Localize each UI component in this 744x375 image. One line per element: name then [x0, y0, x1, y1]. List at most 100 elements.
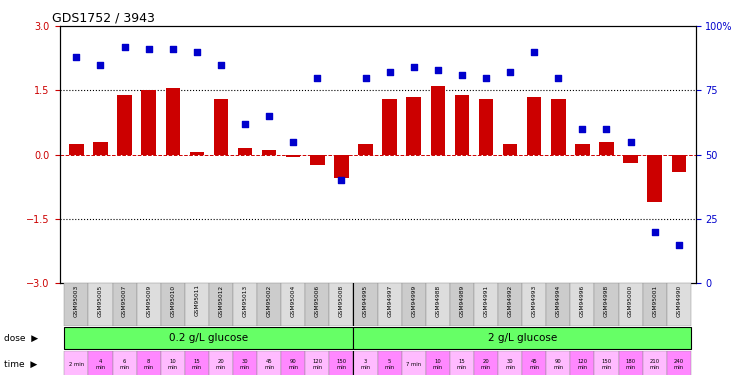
- Bar: [406, 97, 421, 154]
- Bar: [522, 283, 546, 326]
- Text: 30
min: 30 min: [505, 359, 515, 370]
- Bar: [647, 154, 662, 202]
- Text: 2 min: 2 min: [69, 362, 84, 367]
- Text: 210
min: 210 min: [650, 359, 660, 370]
- Bar: [522, 351, 546, 375]
- Bar: [546, 283, 571, 326]
- Text: GSM94994: GSM94994: [556, 284, 561, 316]
- Bar: [450, 351, 474, 375]
- Text: 20
min: 20 min: [216, 359, 226, 370]
- Bar: [214, 99, 228, 154]
- Bar: [281, 351, 305, 375]
- Bar: [185, 351, 209, 375]
- Bar: [112, 283, 137, 326]
- Bar: [571, 351, 594, 375]
- Bar: [503, 144, 517, 154]
- Text: GSM94995: GSM94995: [363, 284, 368, 316]
- Point: [336, 177, 347, 183]
- Point: [71, 54, 83, 60]
- Point: [480, 75, 492, 81]
- Bar: [137, 351, 161, 375]
- Bar: [262, 150, 276, 154]
- Bar: [402, 351, 426, 375]
- Text: 90
min: 90 min: [554, 359, 563, 370]
- Bar: [166, 88, 180, 154]
- Bar: [305, 283, 330, 326]
- Bar: [571, 283, 594, 326]
- Bar: [667, 283, 691, 326]
- Text: 45
min: 45 min: [529, 359, 539, 370]
- Bar: [64, 283, 89, 326]
- Bar: [353, 327, 691, 350]
- Point: [143, 46, 155, 53]
- Bar: [378, 283, 402, 326]
- Point: [384, 69, 396, 75]
- Text: GSM95013: GSM95013: [243, 284, 248, 316]
- Text: GSM95010: GSM95010: [170, 284, 176, 316]
- Text: 15
min: 15 min: [457, 359, 467, 370]
- Point: [600, 126, 612, 132]
- Bar: [353, 351, 378, 375]
- Bar: [330, 351, 353, 375]
- Bar: [257, 283, 281, 326]
- Text: GSM95011: GSM95011: [194, 284, 199, 316]
- Text: GSM94993: GSM94993: [532, 284, 536, 316]
- Point: [528, 49, 540, 55]
- Text: 90
min: 90 min: [288, 359, 298, 370]
- Text: GDS1752 / 3943: GDS1752 / 3943: [52, 11, 155, 24]
- Text: GSM95007: GSM95007: [122, 284, 127, 316]
- Point: [456, 72, 468, 78]
- Bar: [310, 154, 324, 165]
- Text: GSM94991: GSM94991: [484, 284, 489, 316]
- Bar: [378, 351, 402, 375]
- Point: [118, 44, 130, 50]
- Text: dose  ▶: dose ▶: [4, 334, 38, 343]
- Bar: [257, 351, 281, 375]
- Bar: [402, 283, 426, 326]
- Bar: [382, 99, 397, 154]
- Bar: [618, 283, 643, 326]
- Point: [649, 229, 661, 235]
- Point: [287, 139, 299, 145]
- Bar: [450, 283, 474, 326]
- Bar: [546, 351, 571, 375]
- Text: 2 g/L glucose: 2 g/L glucose: [487, 333, 557, 343]
- Bar: [474, 351, 498, 375]
- Bar: [426, 283, 450, 326]
- Point: [263, 113, 275, 119]
- Text: 45
min: 45 min: [264, 359, 275, 370]
- Text: 8
min: 8 min: [144, 359, 154, 370]
- Text: 120
min: 120 min: [577, 359, 588, 370]
- Point: [191, 49, 203, 55]
- Bar: [359, 144, 373, 154]
- Bar: [89, 283, 112, 326]
- Text: GSM95008: GSM95008: [339, 284, 344, 316]
- Point: [408, 64, 420, 70]
- Text: 10
min: 10 min: [167, 359, 178, 370]
- Text: GSM94998: GSM94998: [604, 284, 609, 316]
- Bar: [594, 283, 618, 326]
- Bar: [426, 351, 450, 375]
- Bar: [575, 144, 590, 154]
- Bar: [599, 142, 614, 154]
- Bar: [89, 351, 112, 375]
- Bar: [498, 283, 522, 326]
- Bar: [643, 283, 667, 326]
- Bar: [334, 154, 349, 178]
- Bar: [112, 351, 137, 375]
- Bar: [209, 283, 233, 326]
- Bar: [238, 148, 252, 154]
- Text: GSM94992: GSM94992: [507, 284, 513, 316]
- Point: [432, 67, 443, 73]
- Text: 5
min: 5 min: [385, 359, 394, 370]
- Text: 150
min: 150 min: [601, 359, 612, 370]
- Bar: [623, 154, 638, 163]
- Bar: [455, 95, 469, 154]
- Text: 4
min: 4 min: [95, 359, 106, 370]
- Bar: [185, 283, 209, 326]
- Text: 150
min: 150 min: [336, 359, 347, 370]
- Bar: [479, 99, 493, 154]
- Bar: [190, 152, 204, 154]
- Text: 120
min: 120 min: [312, 359, 322, 370]
- Text: GSM94996: GSM94996: [580, 284, 585, 316]
